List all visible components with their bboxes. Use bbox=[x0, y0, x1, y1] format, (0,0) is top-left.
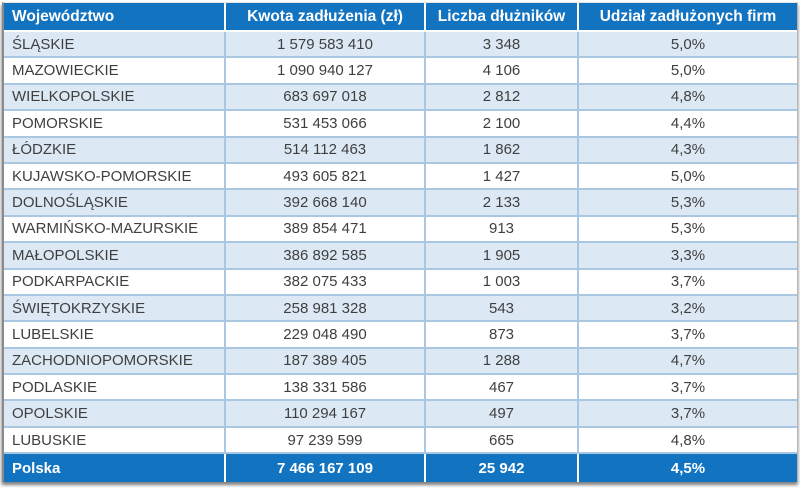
table-row: OPOLSKIE 110 294 167 497 3,7% bbox=[4, 401, 797, 428]
table-row: KUJAWSKO-POMORSKIE 493 605 821 1 427 5,0% bbox=[4, 163, 797, 191]
table-row: LUBUSKIE 97 239 599 665 4,8% bbox=[4, 427, 797, 455]
table-row: ŚLĄSKIE 1 579 583 410 3 348 5,0% bbox=[4, 32, 797, 59]
table-row: ŁÓDZKIE 514 112 463 1 862 4,3% bbox=[4, 137, 797, 164]
debtor-count: 3 348 bbox=[426, 32, 579, 59]
debtor-count: 873 bbox=[426, 322, 579, 349]
table-footer: Polska 7 466 167 109 25 942 4,5% bbox=[4, 454, 797, 483]
debt-amount: 493 605 821 bbox=[226, 163, 426, 191]
column-header-debtor-count: Liczba dłużników bbox=[426, 3, 579, 32]
debt-amount: 97 239 599 bbox=[226, 427, 426, 455]
total-row: Polska 7 466 167 109 25 942 4,5% bbox=[4, 454, 797, 483]
indebted-share: 3,7% bbox=[579, 269, 797, 296]
debtor-count: 467 bbox=[426, 375, 579, 402]
debtor-count: 1 288 bbox=[426, 348, 579, 376]
indebted-share: 3,2% bbox=[579, 295, 797, 323]
table-row: WARMIŃSKO-MAZURSKIE 389 854 471 913 5,3% bbox=[4, 216, 797, 244]
header-row: Województwo Kwota zadłużenia (zł) Liczba… bbox=[4, 3, 797, 32]
indebted-share: 4,4% bbox=[579, 111, 797, 138]
table-row: DOLNOŚLĄSKIE 392 668 140 2 133 5,3% bbox=[4, 190, 797, 217]
debt-amount: 110 294 167 bbox=[226, 401, 426, 428]
voivodeship-name: PODKARPACKIE bbox=[4, 269, 226, 296]
debt-amount: 514 112 463 bbox=[226, 137, 426, 164]
voivodeship-name: ŚLĄSKIE bbox=[4, 32, 226, 59]
voivodeship-name: WIELKOPOLSKIE bbox=[4, 84, 226, 112]
total-indebted-share: 4,5% bbox=[579, 454, 797, 483]
voivodeship-name: MAŁOPOLSKIE bbox=[4, 243, 226, 270]
column-header-debt-amount: Kwota zadłużenia (zł) bbox=[226, 3, 426, 32]
debt-amount: 1 579 583 410 bbox=[226, 32, 426, 59]
indebted-share: 3,3% bbox=[579, 243, 797, 270]
debt-amount: 386 892 585 bbox=[226, 243, 426, 270]
debtor-count: 2 133 bbox=[426, 190, 579, 217]
debtor-count: 497 bbox=[426, 401, 579, 428]
table-row: MAŁOPOLSKIE 386 892 585 1 905 3,3% bbox=[4, 243, 797, 270]
total-debtor-count: 25 942 bbox=[426, 454, 579, 483]
table-body: ŚLĄSKIE 1 579 583 410 3 348 5,0% MAZOWIECKIE… bbox=[4, 32, 797, 455]
debtor-count: 2 100 bbox=[426, 111, 579, 138]
indebted-share: 5,0% bbox=[579, 58, 797, 85]
voivodeship-name: WARMIŃSKO-MAZURSKIE bbox=[4, 216, 226, 244]
table-row: WIELKOPOLSKIE 683 697 018 2 812 4,8% bbox=[4, 84, 797, 112]
debtor-count: 1 905 bbox=[426, 243, 579, 270]
debtor-count: 1 862 bbox=[426, 137, 579, 164]
table-row: PODLASKIE 138 331 586 467 3,7% bbox=[4, 375, 797, 402]
indebted-share: 5,3% bbox=[579, 190, 797, 217]
debt-amount: 187 389 405 bbox=[226, 348, 426, 376]
debt-amount: 392 668 140 bbox=[226, 190, 426, 217]
voivodeship-debt-table: Województwo Kwota zadłużenia (zł) Liczba… bbox=[4, 3, 797, 483]
column-header-voivodeship: Województwo bbox=[4, 3, 226, 32]
total-label: Polska bbox=[4, 454, 226, 483]
debtor-count: 913 bbox=[426, 216, 579, 244]
debt-amount: 389 854 471 bbox=[226, 216, 426, 244]
debtor-count: 665 bbox=[426, 427, 579, 455]
debtor-count: 1 003 bbox=[426, 269, 579, 296]
table-row: LUBELSKIE 229 048 490 873 3,7% bbox=[4, 322, 797, 349]
indebted-share: 4,3% bbox=[579, 137, 797, 164]
voivodeship-name: KUJAWSKO-POMORSKIE bbox=[4, 163, 226, 191]
table-row: ZACHODNIOPOMORSKIE 187 389 405 1 288 4,7% bbox=[4, 348, 797, 376]
debt-amount: 382 075 433 bbox=[226, 269, 426, 296]
total-debt-amount: 7 466 167 109 bbox=[226, 454, 426, 483]
voivodeship-name: ŁÓDZKIE bbox=[4, 137, 226, 164]
debtor-count: 1 427 bbox=[426, 163, 579, 191]
indebted-share: 4,8% bbox=[579, 427, 797, 455]
debt-amount: 683 697 018 bbox=[226, 84, 426, 112]
indebted-share: 3,7% bbox=[579, 375, 797, 402]
voivodeship-name: ZACHODNIOPOMORSKIE bbox=[4, 348, 226, 376]
debt-amount: 531 453 066 bbox=[226, 111, 426, 138]
indebted-share: 5,0% bbox=[579, 32, 797, 59]
indebted-share: 3,7% bbox=[579, 401, 797, 428]
voivodeship-name: DOLNOŚLĄSKIE bbox=[4, 190, 226, 217]
debt-amount: 138 331 586 bbox=[226, 375, 426, 402]
debt-amount: 1 090 940 127 bbox=[226, 58, 426, 85]
table-row: ŚWIĘTOKRZYSKIE 258 981 328 543 3,2% bbox=[4, 295, 797, 323]
voivodeship-name: POMORSKIE bbox=[4, 111, 226, 138]
table-row: POMORSKIE 531 453 066 2 100 4,4% bbox=[4, 111, 797, 138]
indebted-share: 4,8% bbox=[579, 84, 797, 112]
debt-amount: 258 981 328 bbox=[226, 295, 426, 323]
indebted-share: 5,3% bbox=[579, 216, 797, 244]
voivodeship-name: LUBELSKIE bbox=[4, 322, 226, 349]
table-header: Województwo Kwota zadłużenia (zł) Liczba… bbox=[4, 3, 797, 32]
debtor-count: 543 bbox=[426, 295, 579, 323]
voivodeship-name: PODLASKIE bbox=[4, 375, 226, 402]
column-header-indebted-share: Udział zadłużonych firm bbox=[579, 3, 797, 32]
indebted-share: 3,7% bbox=[579, 322, 797, 349]
debtor-count: 4 106 bbox=[426, 58, 579, 85]
voivodeship-name: MAZOWIECKIE bbox=[4, 58, 226, 85]
voivodeship-name: OPOLSKIE bbox=[4, 401, 226, 428]
debt-table-container: Województwo Kwota zadłużenia (zł) Liczba… bbox=[2, 2, 798, 483]
voivodeship-name: LUBUSKIE bbox=[4, 427, 226, 455]
table-row: PODKARPACKIE 382 075 433 1 003 3,7% bbox=[4, 269, 797, 296]
debt-amount: 229 048 490 bbox=[226, 322, 426, 349]
debtor-count: 2 812 bbox=[426, 84, 579, 112]
indebted-share: 4,7% bbox=[579, 348, 797, 376]
indebted-share: 5,0% bbox=[579, 163, 797, 191]
voivodeship-name: ŚWIĘTOKRZYSKIE bbox=[4, 295, 226, 323]
table-row: MAZOWIECKIE 1 090 940 127 4 106 5,0% bbox=[4, 58, 797, 85]
